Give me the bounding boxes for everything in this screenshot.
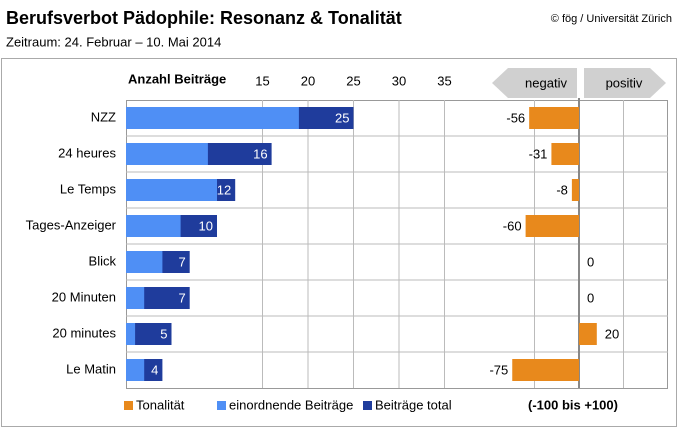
value-label: 4 xyxy=(151,362,158,377)
value-label: 5 xyxy=(160,326,167,341)
chart-title: Berufsverbot Pädophile: Resonanz & Tonal… xyxy=(6,8,402,28)
header-arrow xyxy=(584,68,666,98)
bar xyxy=(571,179,579,201)
y-tick-label: Blick xyxy=(89,253,117,268)
y-tick-label: 24 heures xyxy=(58,145,116,160)
legend-label: Beiträge total xyxy=(375,397,452,412)
value-label: -31 xyxy=(529,146,548,161)
value-label: 16 xyxy=(253,146,267,161)
x-tick-label: 30 xyxy=(392,73,406,88)
header-positive: positiv xyxy=(606,75,643,90)
legend-swatch xyxy=(217,401,226,410)
bar xyxy=(512,359,579,381)
bar xyxy=(525,215,579,237)
value-label: 7 xyxy=(178,290,185,305)
y-tick-label: Le Matin xyxy=(66,361,116,376)
y-tick-label: 20 minutes xyxy=(52,325,116,340)
bar xyxy=(126,107,299,129)
y-tick-label: 20 Minuten xyxy=(52,289,116,304)
frame xyxy=(1,58,677,427)
value-label: -8 xyxy=(556,182,568,197)
bar xyxy=(126,323,136,345)
value-label: -60 xyxy=(503,218,522,233)
bar xyxy=(126,143,208,165)
value-label: 10 xyxy=(199,218,213,233)
bar xyxy=(551,143,579,165)
bar xyxy=(529,107,579,129)
value-label: 0 xyxy=(587,254,594,269)
x-tick-label: 35 xyxy=(437,73,451,88)
source: © fög / Universität Zürich xyxy=(551,13,672,25)
value-label: 25 xyxy=(335,110,349,125)
bar xyxy=(126,215,181,237)
y-tick-label: Tages-Anzeiger xyxy=(26,217,117,232)
x-tick-label: 15 xyxy=(255,73,269,88)
legend-label: Tonalität xyxy=(136,397,185,412)
y-tick-label: NZZ xyxy=(91,109,116,124)
legend-label: einordnende Beiträge xyxy=(229,397,353,412)
bar xyxy=(126,251,163,273)
value-label: 7 xyxy=(178,254,185,269)
x-axis-label: Anzahl Beiträge xyxy=(128,71,226,86)
legend-swatch xyxy=(363,401,372,410)
bar xyxy=(126,323,172,345)
x-tick-label: 25 xyxy=(346,73,360,88)
value-label: 0 xyxy=(587,290,594,305)
bar xyxy=(579,323,597,345)
value-label: 20 xyxy=(605,326,619,341)
subtitle: Zeitraum: 24. Februar – 10. Mai 2014 xyxy=(6,34,221,49)
y-tick-label: Le Temps xyxy=(60,181,117,196)
header-negative: negativ xyxy=(525,75,567,90)
legend-swatch xyxy=(124,401,133,410)
bar xyxy=(126,287,145,309)
value-label: -56 xyxy=(506,110,525,125)
note: (-100 bis +100) xyxy=(528,397,618,412)
x-tick-label: 20 xyxy=(301,73,315,88)
header-arrow xyxy=(492,68,577,98)
bar xyxy=(126,359,145,381)
bar xyxy=(126,179,217,201)
value-label: 12 xyxy=(217,182,231,197)
value-label: -75 xyxy=(489,362,508,377)
